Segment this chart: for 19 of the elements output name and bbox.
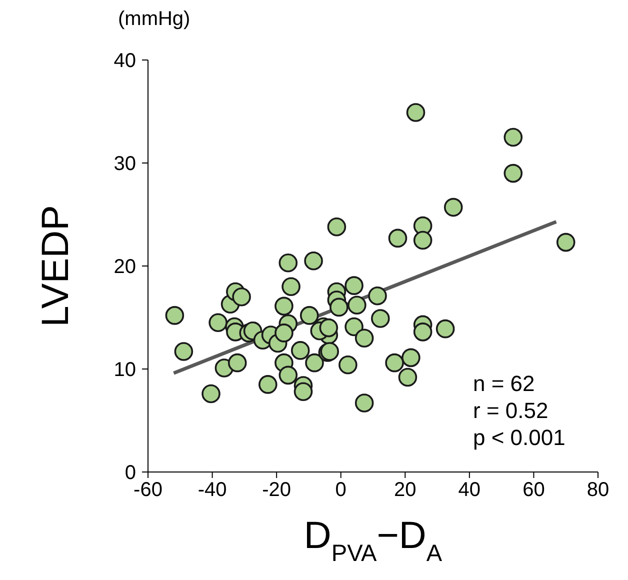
x-tick-label: 40 <box>458 479 481 502</box>
annotation: r = 0.52 <box>473 397 550 424</box>
x-tick-label: -60 <box>134 479 162 502</box>
x-tick-label: -40 <box>198 479 227 502</box>
x-tick-label: -20 <box>262 479 292 502</box>
x-tick-label: 80 <box>586 479 610 502</box>
annotation: n = 62 <box>473 370 536 397</box>
y-tick-label: 10 <box>114 359 136 382</box>
y-tick-label: 20 <box>114 256 136 278</box>
x-tick-label: 60 <box>522 479 545 502</box>
x-axis-title: D$_{PVA}$−D$_{A}$ <box>304 515 442 566</box>
y-tick-label: 40 <box>114 50 136 72</box>
y-tick-label: 0 <box>124 462 136 484</box>
text: (mmHg) <box>118 8 190 31</box>
y-tick-label: 30 <box>114 153 136 176</box>
annotation: p < 0.001 <box>473 424 566 451</box>
y-axis-title: LVEDP <box>35 205 78 327</box>
x-tick-label: 20 <box>394 479 416 502</box>
x-tick-label: 0 <box>335 479 346 502</box>
